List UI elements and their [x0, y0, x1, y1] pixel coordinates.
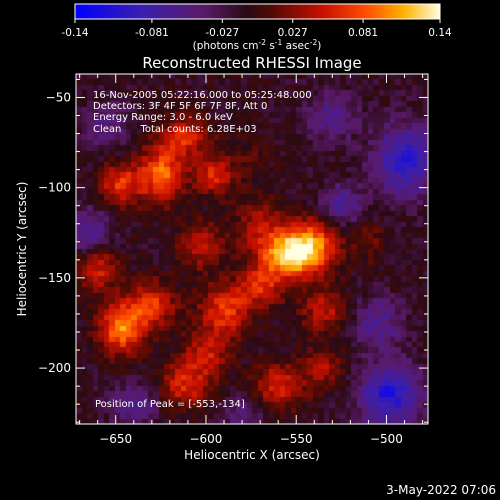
colorbar-tick-label: -0.081 [135, 27, 169, 39]
x-tick-label: −500 [370, 432, 403, 446]
colorbar-tick-label: 0.081 [348, 27, 378, 39]
x-tick-label: −550 [280, 432, 313, 446]
x-tick-label: −600 [189, 432, 222, 446]
colorbar-unit-label: (photons cm-2 s-1 asec-2) [193, 38, 322, 52]
colorbar-tick-label: 0.14 [428, 27, 452, 39]
y-tick-label: −200 [38, 361, 71, 375]
colorbar-ticks: -0.14 -0.081 -0.027 0.027 0.081 0.14 [61, 19, 452, 39]
x-tick-label: −650 [99, 432, 132, 446]
colorbar-tick-label: 0.027 [278, 27, 308, 39]
chart-title: Reconstructed RHESSI Image [142, 54, 361, 72]
y-tick-label: −50 [46, 90, 71, 104]
annotation-clean-counts: Clean Total counts: 6.28E+03 [93, 124, 257, 135]
annotation-time-range: 16-Nov-2005 05:22:16.000 to 05:25:48.000 [93, 90, 312, 101]
footer-timestamp: 3-May-2022 07:06 [386, 483, 496, 497]
heatmap-image [76, 74, 428, 424]
y-axis-label: Heliocentric Y (arcsec) [15, 182, 29, 317]
annotation-block: 16-Nov-2005 05:22:16.000 to 05:25:48.000… [93, 90, 312, 135]
annotation-energy-range: Energy Range: 3.0 - 6.0 keV [93, 112, 233, 123]
plot-area: −650 −600 −550 −500 −50 −100 −150 −200 [38, 73, 429, 446]
colorbar: -0.14 -0.081 -0.027 0.027 0.081 0.14 (photons… [61, 3, 452, 52]
axis-ticks: −650 −600 −550 −500 −50 −100 −150 −200 [38, 74, 428, 446]
peak-position-label: Position of Peak = [-553,-134] [95, 399, 245, 410]
colorbar-ramp [74, 3, 441, 20]
colorbar-tick-label: -0.027 [205, 27, 239, 39]
y-tick-label: −100 [38, 181, 71, 195]
annotation-detectors: Detectors: 3F 4F 5F 6F 7F 8F, Att 0 [93, 101, 267, 112]
plot-frame [75, 73, 429, 425]
y-tick-label: −150 [38, 271, 71, 285]
x-axis-label: Heliocentric X (arcsec) [184, 448, 320, 462]
colorbar-tick-label: -0.14 [61, 27, 88, 39]
